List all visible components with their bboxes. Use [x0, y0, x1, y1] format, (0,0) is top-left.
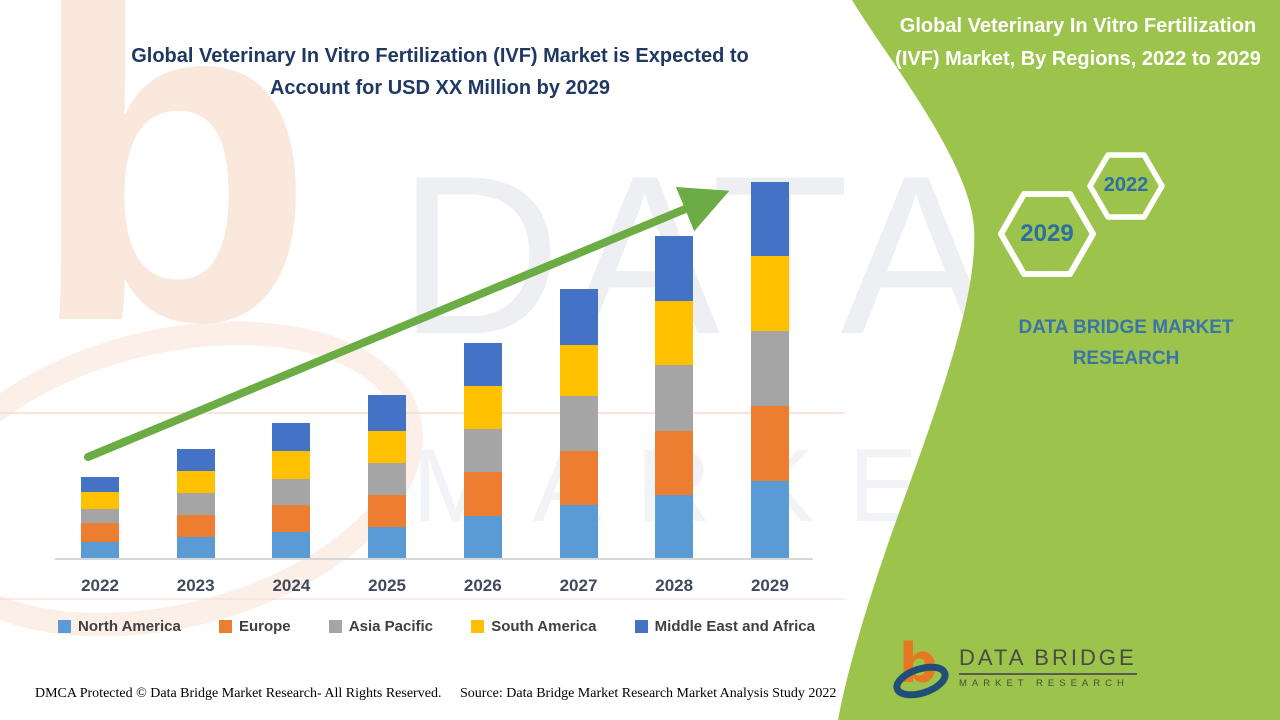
bar-segment-2025-north-america — [368, 527, 407, 558]
legend-swatch-icon — [328, 620, 342, 633]
hexagon-year-large: 2029 — [1020, 220, 1074, 247]
page-title-line2: Account for USD XX Million by 2029 — [269, 77, 611, 99]
x-axis-line — [55, 558, 813, 560]
bar-segment-2023-south-america — [176, 471, 215, 493]
source-note: Source: Data Bridge Market Research Mark… — [460, 686, 837, 701]
stacked-bar-chart: 2022 2023 2024 2025 2026 2027 2028 2029 — [55, 168, 813, 595]
bar-segment-2026-europe — [463, 472, 502, 516]
bar-segment-2028-north-america — [655, 495, 694, 558]
bar-2029 — [750, 182, 789, 558]
x-axis-label-2023: 2023 — [176, 576, 215, 595]
bar-segment-2025-europe — [368, 495, 407, 527]
bar-segment-2027-north-america — [559, 505, 598, 558]
legend-item-south-america: South America — [471, 618, 597, 635]
bar-segment-2026-north-america — [463, 516, 502, 558]
logo-mark-icon: b — [893, 634, 949, 699]
bar-segment-2023-north-america — [176, 537, 215, 558]
bar-segment-2024-europe — [272, 505, 311, 532]
data-bridge-logo: b DATA BRIDGE MARKET RESEARCH — [893, 634, 1137, 700]
bar-segment-2022-south-america — [81, 492, 119, 509]
bar-segment-2022-europe — [81, 523, 119, 542]
legend-item-middle-east-and-africa: Middle East and Africa — [634, 618, 815, 635]
bar-2022 — [81, 477, 119, 558]
bar-segment-2029-europe — [750, 406, 789, 481]
hexagon-outline — [1087, 152, 1165, 220]
legend-label: North America — [78, 618, 181, 635]
legend-swatch-icon — [471, 620, 485, 633]
legend-swatch-icon — [218, 620, 232, 633]
bar-segment-2022-middle-east-and-africa — [81, 477, 119, 492]
page-title-line1: Global Veterinary In Vitro Fertilization… — [131, 45, 749, 67]
bar-segment-2029-middle-east-and-africa — [750, 182, 789, 256]
legend-label: Europe — [238, 618, 291, 635]
bar-segment-2024-asia-pacific — [272, 479, 311, 505]
bar-segment-2023-asia-pacific — [176, 493, 215, 515]
x-axis-label-2028: 2028 — [655, 576, 694, 595]
hexagon-2022: 2022 — [1087, 151, 1165, 221]
dmca-notice: DMCA Protected © Data Bridge Market Rese… — [35, 686, 442, 701]
legend-label: Asia Pacific — [348, 618, 434, 635]
legend-label: Middle East and Africa — [654, 618, 815, 635]
watermark-rule-lower — [0, 598, 845, 600]
bar-segment-2029-north-america — [750, 481, 789, 558]
brand-caption: DATA BRIDGE MARKET RESEARCH — [1018, 317, 1234, 369]
hexagon-year-small: 2022 — [1103, 174, 1149, 196]
chart-legend: North America Europe Asia Pacific South Ame… — [58, 618, 815, 635]
legend-item-europe: Europe — [218, 618, 291, 635]
x-axis-label-2027: 2027 — [559, 576, 598, 595]
legend-swatch-icon — [58, 620, 71, 633]
x-axis-label-2022: 2022 — [81, 576, 119, 595]
bar-segment-2023-europe — [176, 515, 215, 537]
logo-title: DATA BRIDGE — [959, 645, 1137, 675]
x-axis-label-2029: 2029 — [750, 576, 789, 595]
bar-segment-2024-north-america — [272, 532, 311, 558]
hexagon-2029: 2029 — [998, 189, 1096, 279]
x-axis-label-2024: 2024 — [272, 576, 311, 595]
bar-segment-2022-asia-pacific — [81, 509, 119, 523]
legend-item-asia-pacific: Asia Pacific — [328, 618, 434, 635]
logo-subtitle: MARKET RESEARCH — [959, 678, 1129, 689]
legend-item-north-america: North America — [58, 618, 181, 635]
bar-segment-2025-asia-pacific — [368, 463, 407, 495]
panel-title: Global Veterinary In Vitro Fertilization… — [895, 15, 1261, 70]
legend-label: South America — [491, 618, 597, 635]
x-axis-label-2025: 2025 — [368, 576, 406, 595]
hexagon-outline — [998, 191, 1096, 277]
legend-swatch-icon — [634, 620, 648, 633]
page-title: Global Veterinary In Vitro Fertilization… — [55, 40, 825, 104]
bar-segment-2029-asia-pacific — [750, 331, 789, 406]
bar-segment-2022-north-america — [81, 542, 119, 558]
bar-segment-2029-south-america — [750, 256, 789, 331]
x-axis-label-2026: 2026 — [463, 576, 502, 595]
